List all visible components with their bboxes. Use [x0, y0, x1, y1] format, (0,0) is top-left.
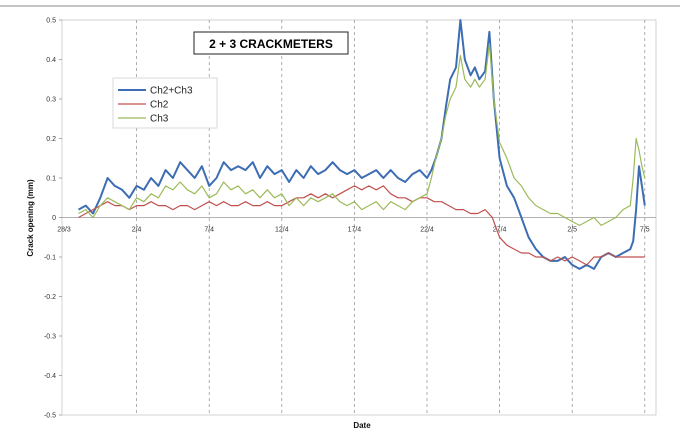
legend-label: Ch2+Ch3: [150, 86, 193, 97]
y-tick-label: -0.3: [44, 334, 56, 341]
series-line-0: [78, 19, 646, 270]
y-tick-label: -0.4: [44, 373, 56, 380]
x-tick-label: 27/4: [493, 227, 507, 234]
y-tick-label: -0.5: [44, 413, 56, 420]
legend-label: Ch3: [150, 114, 169, 125]
y-tick-labels: 0.5 0.4 0.3 0.2 0.1 0 -0.1 -0.2 -0.3 -0.4 -0.5: [44, 18, 56, 420]
y-tick-label: 0.5: [46, 18, 56, 25]
x-tick-label: 7/4: [204, 227, 214, 234]
legend-frame: [112, 77, 218, 129]
chart-title-frame: [193, 31, 349, 55]
chart-title: 2 + 3 CRACKMETERS: [209, 37, 333, 51]
series-line-2: [78, 43, 646, 226]
y-tick-label: 0: [52, 215, 56, 222]
series-line-1: [78, 185, 645, 266]
y-tick-label: -0.2: [44, 294, 56, 301]
y-axis-label: Crack opening (mm): [26, 179, 35, 257]
y-tick-label: 0.1: [46, 176, 56, 183]
x-tick-label: 2/5: [567, 227, 577, 234]
x-tick-label: 28/3: [57, 227, 71, 234]
y-tick-label: -0.1: [44, 255, 56, 262]
y-tick-label: 0.2: [46, 136, 56, 143]
legend-label: Ch2: [150, 100, 169, 111]
x-tick-label: 2/4: [132, 227, 142, 234]
legend: Ch2+Ch3 Ch2 Ch3: [112, 77, 218, 129]
x-tick-label: 12/4: [275, 227, 289, 234]
chart-title-box: 2 + 3 CRACKMETERS: [193, 31, 349, 55]
x-axis-label: Date: [353, 421, 371, 430]
y-tick-label: 0.4: [46, 57, 56, 64]
series-layer: [78, 19, 646, 270]
grid-layer: [59, 19, 656, 416]
x-tick-label: 22/4: [420, 227, 434, 234]
y-tick-label: 0.3: [46, 97, 56, 104]
x-tick-labels: 28/3 2/4 7/4 12/4 17/4 22/4 27/4 2/5 7/5: [57, 227, 650, 234]
x-tick-label: 17/4: [348, 227, 362, 234]
x-tick-label: 7/5: [640, 227, 650, 234]
